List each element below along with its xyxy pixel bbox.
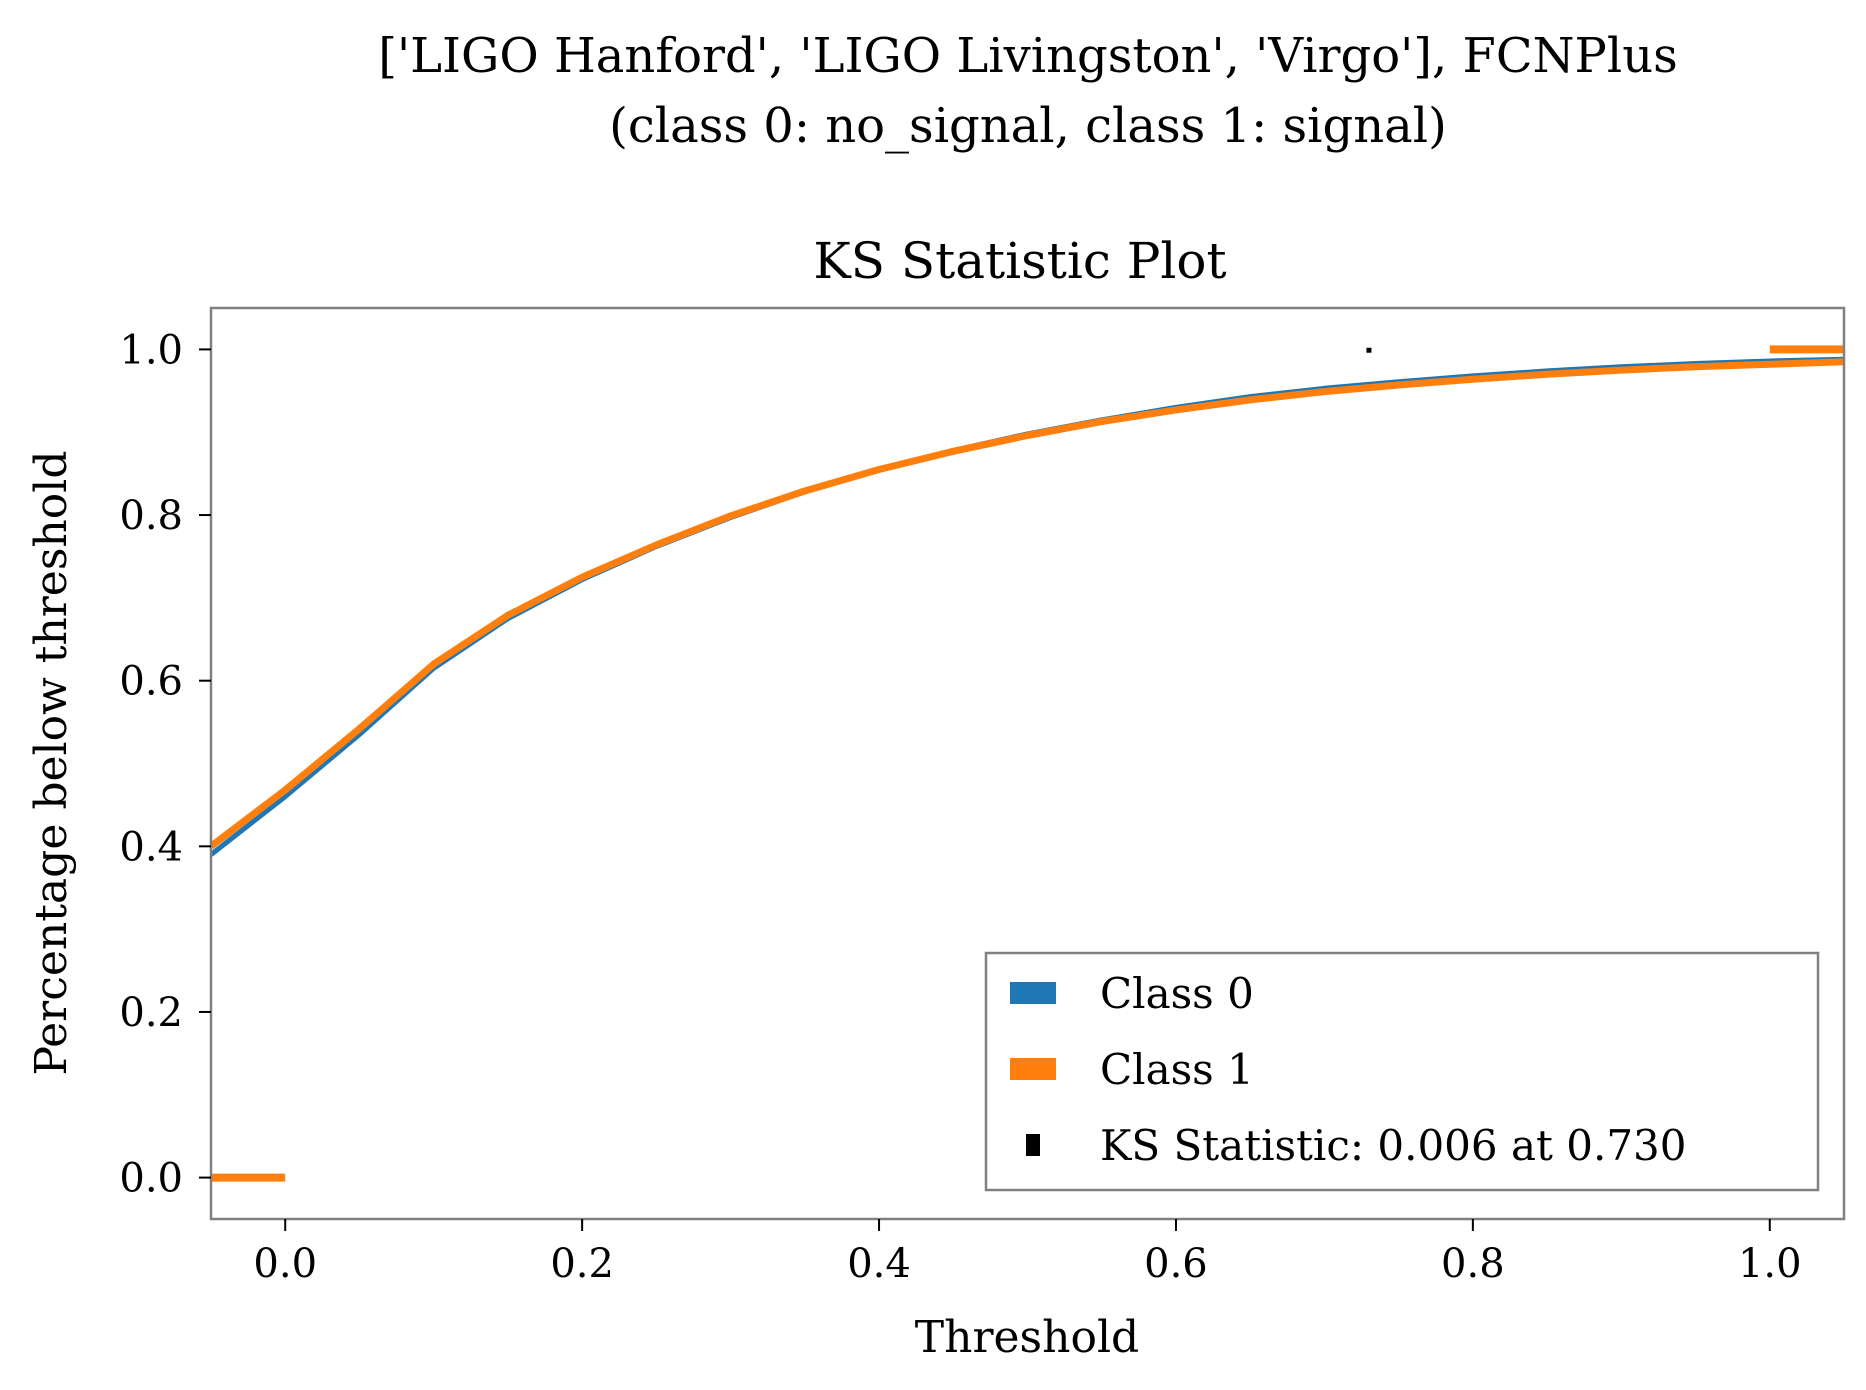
legend-swatch-class-1 <box>1010 1058 1056 1080</box>
y-tick-label: 0.6 <box>119 659 183 705</box>
suptitle-line-2: (class 0: no_signal, class 1: signal) <box>609 98 1447 154</box>
legend-swatch-class-0 <box>1010 982 1056 1004</box>
y-tick-label: 0.2 <box>119 990 183 1036</box>
legend-label-class-1: Class 1 <box>1100 1045 1254 1094</box>
series-line-class-1 <box>211 358 1844 850</box>
legend: Class 0 Class 1 KS Statistic: 0.006 at 0… <box>984 951 1820 1192</box>
legend-swatch-ks-statistic <box>1026 1134 1040 1156</box>
y-tick-label: 0.8 <box>119 493 183 539</box>
y-tick-label: 0.0 <box>119 1156 183 1202</box>
chart-title: KS Statistic Plot <box>813 232 1226 290</box>
x-axis-label: Threshold <box>915 1312 1139 1363</box>
axes-frame <box>209 306 1846 1221</box>
legend-label-class-0: Class 0 <box>1100 969 1254 1018</box>
x-tick-label: 0.6 <box>1144 1241 1208 1287</box>
x-tick-label: 1.0 <box>1738 1241 1802 1287</box>
plot-data-layer <box>211 345 1844 1182</box>
legend-label-ks-statistic: KS Statistic: 0.006 at 0.730 <box>1100 1121 1686 1170</box>
x-tick-label: 0.8 <box>1441 1241 1505 1287</box>
x-tick-label: 0.4 <box>847 1241 911 1287</box>
legend-frame <box>984 951 1820 1192</box>
x-axis-ticks: 0.0 0.2 0.4 0.6 0.8 1.0 <box>253 1219 1802 1287</box>
y-tick-label: 1.0 <box>119 327 183 373</box>
y-axis-label: Percentage below threshold <box>26 451 77 1076</box>
x-tick-label: 0.2 <box>550 1241 614 1287</box>
y-axis-ticks: 0.0 0.2 0.4 0.6 0.8 1.0 <box>119 327 211 1202</box>
x-tick-label: 0.0 <box>253 1241 317 1287</box>
suptitle-line-1: ['LIGO Hanford', 'LIGO Livingston', 'Vir… <box>378 28 1678 84</box>
y-tick-label: 0.4 <box>119 824 183 870</box>
